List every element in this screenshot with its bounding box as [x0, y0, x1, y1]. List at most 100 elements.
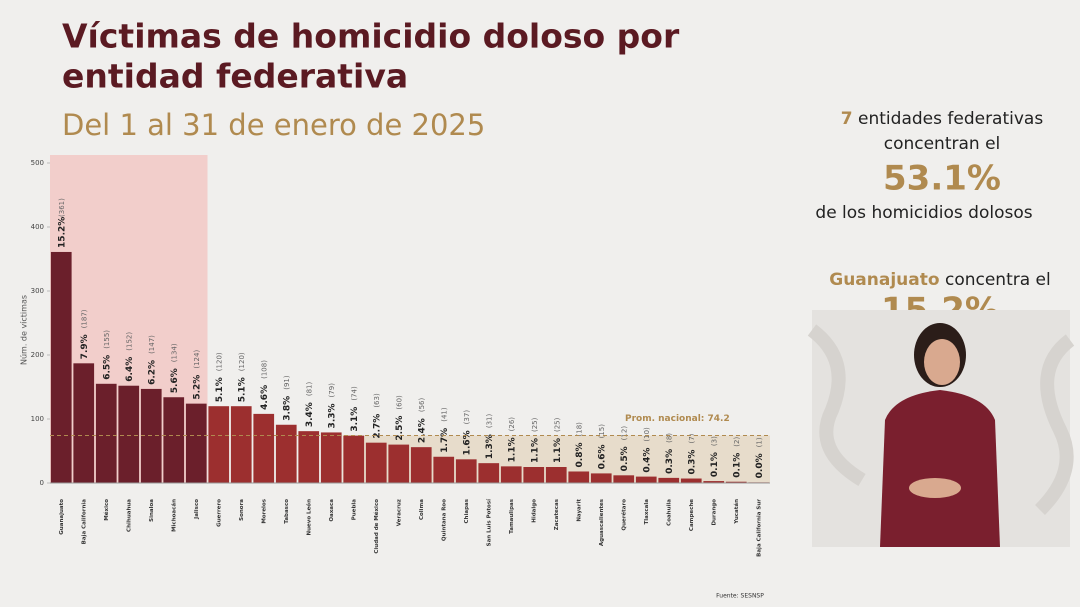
percent-label: 2.4%: [418, 418, 428, 443]
x-tick-label: Guerrero: [216, 499, 222, 527]
value-label: (7): [688, 433, 696, 443]
bar: [725, 481, 747, 483]
value-label: (25): [531, 417, 539, 432]
y-tick-label: 400: [31, 223, 44, 231]
bar: [118, 385, 140, 483]
x-tick-label: Tlaxcala: [644, 499, 650, 525]
bar: [275, 424, 297, 483]
bar: [635, 476, 657, 483]
percent-label: 5.2%: [193, 375, 203, 400]
percent-label: 3.4%: [305, 402, 315, 427]
bar: [388, 444, 410, 483]
percent-label: 2.5%: [395, 416, 405, 441]
x-tick-label: Sinaloa: [149, 499, 155, 522]
y-tick-label: 0: [40, 479, 44, 487]
y-tick-label: 500: [31, 159, 44, 167]
side-text: Guanajuato concentra el: [829, 270, 1050, 290]
x-tick-label: Hidalgo: [531, 499, 537, 523]
subtitle: Del 1 al 31 de enero de 2025: [62, 108, 485, 142]
title-line: Víctimas de homicidio doloso por: [62, 17, 680, 56]
value-label: (41): [441, 407, 449, 422]
bar: [523, 467, 545, 483]
x-tick-label: Morelos: [261, 498, 267, 523]
side-text: 7 entidades federativas: [841, 109, 1044, 129]
value-label: (120): [238, 352, 246, 371]
y-axis-label: Núm. de víctimas: [20, 295, 29, 365]
percent-label: 1.1%: [508, 437, 518, 462]
bar: [455, 459, 477, 483]
side-text: concentran el: [884, 134, 1001, 154]
value-label: (25): [553, 417, 561, 432]
y-tick-label: 200: [31, 351, 44, 359]
value-label: (79): [328, 383, 336, 398]
value-label: (60): [396, 395, 404, 410]
video-pattern: [807, 324, 1075, 515]
x-tick-label: Colima: [419, 499, 425, 520]
x-tick-label: Quintana Roo: [441, 499, 447, 541]
source: Fuente: SESNSP: [716, 593, 764, 600]
percent-label: 3.3%: [328, 403, 338, 428]
bar: [50, 251, 72, 483]
percent-label: 0.1%: [710, 452, 720, 477]
bar: [365, 442, 387, 483]
percent-label: 6.5%: [103, 355, 113, 380]
value-label: (124): [193, 350, 201, 369]
bar: [568, 471, 590, 483]
percent-label: 5.1%: [215, 377, 225, 402]
x-tick-label: Veracruz: [396, 499, 402, 526]
value-label: (31): [486, 414, 494, 429]
x-tick-label: Tabasco: [284, 499, 290, 524]
percent-label: 1.7%: [440, 428, 450, 453]
bar: [163, 397, 185, 483]
value-label: (108): [261, 360, 269, 379]
value-label: (63): [373, 393, 381, 408]
side-state-text: concentra el: [945, 270, 1051, 290]
value-label: (3): [711, 436, 719, 446]
y-tick-label: 100: [31, 415, 44, 423]
bar: [253, 413, 275, 483]
side-count-text: entidades federativas: [858, 109, 1043, 129]
percent-label: 0.3%: [665, 449, 675, 474]
percent-label: 0.8%: [575, 443, 585, 468]
bar: [545, 467, 567, 483]
percent-label: 7.9%: [80, 334, 90, 359]
percent-label: 1.3%: [485, 434, 495, 459]
chart: 0 100 200 300 400 500 15.2%(361) Guanajuato 7.9%…: [31, 155, 770, 557]
value-label: (18): [576, 422, 584, 437]
value-label: (120): [216, 352, 224, 371]
value-label: (12): [621, 426, 629, 441]
bar: [433, 456, 455, 483]
value-label: (56): [418, 398, 426, 413]
side-state: Guanajuato: [829, 270, 939, 290]
x-tick-label: Jalisco: [194, 499, 200, 520]
value-label: (361): [58, 198, 66, 217]
percent-label: 0.6%: [598, 444, 608, 469]
percent-label: 1.6%: [463, 430, 473, 455]
bar: [658, 477, 680, 483]
x-tick-label: Aguascalientes: [599, 498, 605, 546]
bar: [680, 478, 702, 483]
side-text: de los homicidios dolosos: [815, 203, 1032, 223]
x-tick-label: Baja California Sur: [756, 499, 762, 557]
value-label: (155): [103, 330, 111, 349]
x-tick-label: Querétaro: [620, 499, 627, 531]
percent-label: 0.0%: [755, 453, 765, 478]
value-label: (74): [351, 386, 359, 401]
bar: [185, 403, 207, 483]
percent-label: 1.1%: [530, 438, 540, 463]
value-label: (187): [81, 309, 89, 328]
value-label: (1): [756, 437, 764, 447]
person-body: [880, 390, 1000, 547]
value-label: (152): [126, 332, 134, 351]
bar: [478, 463, 500, 483]
bar: [95, 383, 117, 483]
percent-label: 3.8%: [283, 396, 293, 421]
percent-label: 0.3%: [688, 450, 698, 475]
x-tick-label: Baja California: [81, 499, 87, 545]
bar: [410, 447, 432, 483]
x-tick-label: Durango: [711, 499, 717, 526]
percent-label: 2.7%: [373, 414, 383, 439]
percent-label: 4.6%: [260, 385, 270, 410]
bar: [703, 481, 725, 483]
